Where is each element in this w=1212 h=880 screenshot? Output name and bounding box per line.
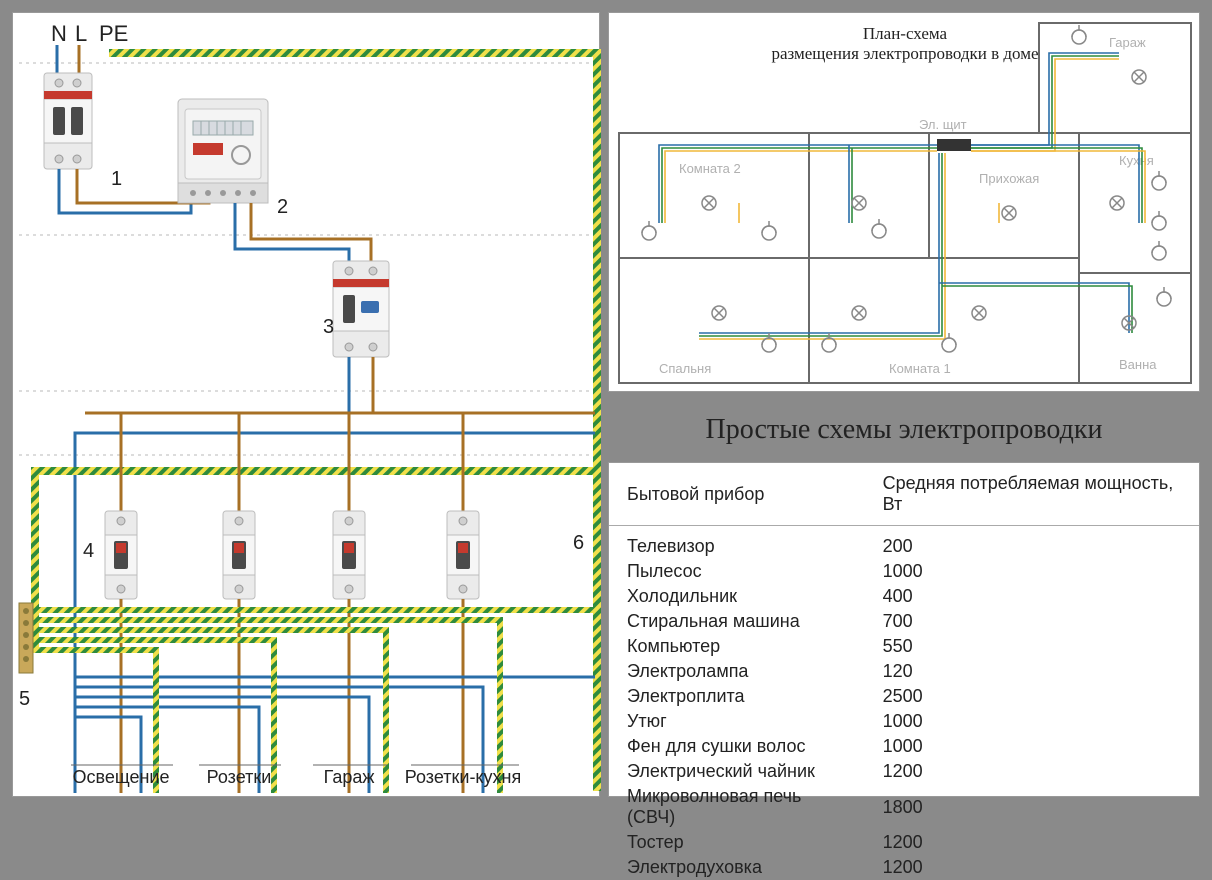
device-3-label: 3 (323, 316, 334, 338)
device-name: Микроволновая печь (СВЧ) (609, 784, 865, 830)
device-name: Пылесос (609, 559, 865, 584)
device-watts: 2500 (865, 684, 1199, 709)
energy-meter (178, 99, 268, 203)
device-4-label: 4 (83, 540, 94, 562)
device-name: Утюг (609, 709, 865, 734)
device-5-label: 5 (19, 688, 30, 710)
power-table: Бытовой прибор Средняя потребляемая мощн… (609, 463, 1199, 880)
device-name: Фен для сушки волос (609, 734, 865, 759)
plan-title-2: размещения электропроводки в доме (771, 44, 1038, 63)
table-row: Телевизор200 (609, 526, 1199, 560)
device-watts: 550 (865, 634, 1199, 659)
device-watts: 400 (865, 584, 1199, 609)
col-watts: Средняя потребляемая мощность, Вт (865, 463, 1199, 526)
table-row: Электрический чайник1200 (609, 759, 1199, 784)
col-device: Бытовой прибор (609, 463, 865, 526)
rcd-device (333, 261, 389, 357)
terminal-n: N (51, 21, 67, 46)
table-row: Компьютер550 (609, 634, 1199, 659)
main-breaker (44, 73, 92, 169)
device-name: Электрический чайник (609, 759, 865, 784)
device-watts: 1000 (865, 559, 1199, 584)
table-row: Утюг1000 (609, 709, 1199, 734)
wiring-schematic-panel: N L PE 1 2 3 (12, 12, 600, 797)
power-table-panel: Бытовой прибор Средняя потребляемая мощн… (608, 462, 1200, 797)
terminal-l: L (75, 21, 87, 46)
circuit-label-4: Розетки-кухня (405, 767, 521, 787)
room-room1: Комната 1 (889, 361, 951, 376)
device-watts: 1800 (865, 784, 1199, 830)
circuit-label-3: Гараж (324, 767, 375, 787)
panel-label: Эл. щит (919, 117, 967, 132)
table-row: Тостер1200 (609, 830, 1199, 855)
device-watts: 1000 (865, 709, 1199, 734)
device-watts: 1200 (865, 855, 1199, 880)
device-6-label: 6 (573, 532, 584, 554)
plan-title-1: План-схема (863, 24, 948, 43)
device-name: Холодильник (609, 584, 865, 609)
device-name: Электродуховка (609, 855, 865, 880)
room-room2: Комната 2 (679, 161, 741, 176)
device-watts: 1000 (865, 734, 1199, 759)
table-row: Микроволновая печь (СВЧ)1800 (609, 784, 1199, 830)
device-watts: 200 (865, 526, 1199, 560)
device-watts: 1200 (865, 830, 1199, 855)
table-row: Холодильник400 (609, 584, 1199, 609)
table-row: Электроплита2500 (609, 684, 1199, 709)
circuit-label-1: Освещение (73, 767, 170, 787)
device-name: Стиральная машина (609, 609, 865, 634)
device-name: Компьютер (609, 634, 865, 659)
main-title: Простые схемы электропроводки (608, 404, 1200, 456)
table-row: Электролампа120 (609, 659, 1199, 684)
room-hall: Прихожая (979, 171, 1039, 186)
table-row: Пылесос1000 (609, 559, 1199, 584)
device-watts: 700 (865, 609, 1199, 634)
room-garage: Гараж (1109, 35, 1146, 50)
room-bath: Ванна (1119, 357, 1157, 372)
device-1-label: 1 (111, 168, 122, 190)
table-row: Стиральная машина700 (609, 609, 1199, 634)
device-name: Электроплита (609, 684, 865, 709)
table-row: Электродуховка1200 (609, 855, 1199, 880)
room-kitchen: Кухня (1119, 153, 1154, 168)
table-row: Фен для сушки волос1000 (609, 734, 1199, 759)
device-watts: 120 (865, 659, 1199, 684)
room-bedroom: Спальня (659, 361, 711, 376)
circuit-label-2: Розетки (207, 767, 272, 787)
terminal-pe: PE (99, 21, 128, 46)
device-watts: 1200 (865, 759, 1199, 784)
device-name: Телевизор (609, 526, 865, 560)
device-name: Тостер (609, 830, 865, 855)
floor-plan-panel: План-схема размещения электропроводки в … (608, 12, 1200, 392)
device-name: Электролампа (609, 659, 865, 684)
device-2-label: 2 (277, 196, 288, 218)
